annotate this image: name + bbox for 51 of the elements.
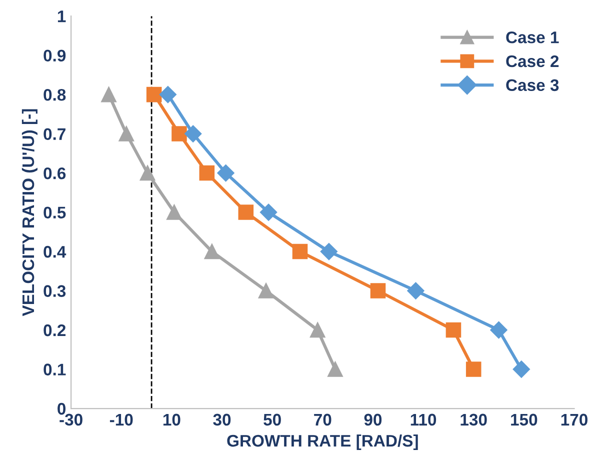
- point: [292, 244, 308, 260]
- point: [320, 242, 338, 260]
- point: [146, 86, 162, 102]
- y-axis-title: VELOCITY RATIO (U'/U) [-]: [22, 109, 38, 316]
- point: [407, 282, 424, 300]
- y-tick-label: 0.1: [44, 364, 66, 376]
- point: [328, 362, 343, 377]
- point: [172, 126, 187, 142]
- point: [204, 244, 220, 260]
- point: [490, 321, 508, 339]
- y-tick-label: 0: [58, 402, 66, 415]
- x-tick-label: 170: [561, 414, 588, 426]
- y-tick-label: 0.4: [44, 246, 66, 258]
- point: [370, 283, 386, 298]
- point: [217, 164, 234, 182]
- point: [446, 322, 462, 338]
- legend-label: Case 2: [506, 55, 559, 68]
- x-tick-label: 90: [364, 414, 382, 426]
- point: [140, 165, 156, 181]
- point: [166, 204, 182, 220]
- point: [238, 204, 254, 220]
- x-tick-label: 10: [163, 414, 180, 426]
- y-tick-label: 1: [58, 10, 66, 22]
- y-tick-label: 0.6: [44, 167, 66, 180]
- legend-label: Case 1: [506, 32, 559, 44]
- x-tick-label: 50: [264, 414, 281, 426]
- point: [101, 86, 116, 102]
- x-axis-title: GROWTH RATE [RAD/S]: [227, 434, 418, 450]
- x-tick-label: 110: [410, 414, 436, 426]
- x-tick-label: -10: [110, 414, 133, 426]
- y-tick-label: 0.2: [44, 324, 66, 336]
- point: [310, 322, 326, 338]
- y-tick-label: 0.7: [44, 128, 66, 140]
- point: [260, 204, 278, 221]
- point: [118, 126, 134, 142]
- y-tick-label: 0.8: [44, 88, 66, 101]
- x-tick-label: 150: [511, 414, 538, 426]
- point: [258, 283, 274, 298]
- y-tick-label: 0.5: [44, 206, 66, 218]
- x-tick-label: -30: [60, 414, 82, 426]
- y-tick-label: 0.3: [44, 285, 66, 298]
- x-tick-label: 130: [460, 414, 487, 426]
- point: [159, 86, 176, 104]
- x-tick-label: 70: [314, 414, 332, 426]
- point: [184, 125, 202, 142]
- point: [512, 360, 530, 378]
- point: [466, 362, 482, 377]
- y-tick-label: 0.9: [44, 50, 66, 62]
- point: [199, 165, 215, 181]
- legend-label: Case 3: [506, 79, 559, 92]
- x-tick-label: 30: [213, 414, 231, 426]
